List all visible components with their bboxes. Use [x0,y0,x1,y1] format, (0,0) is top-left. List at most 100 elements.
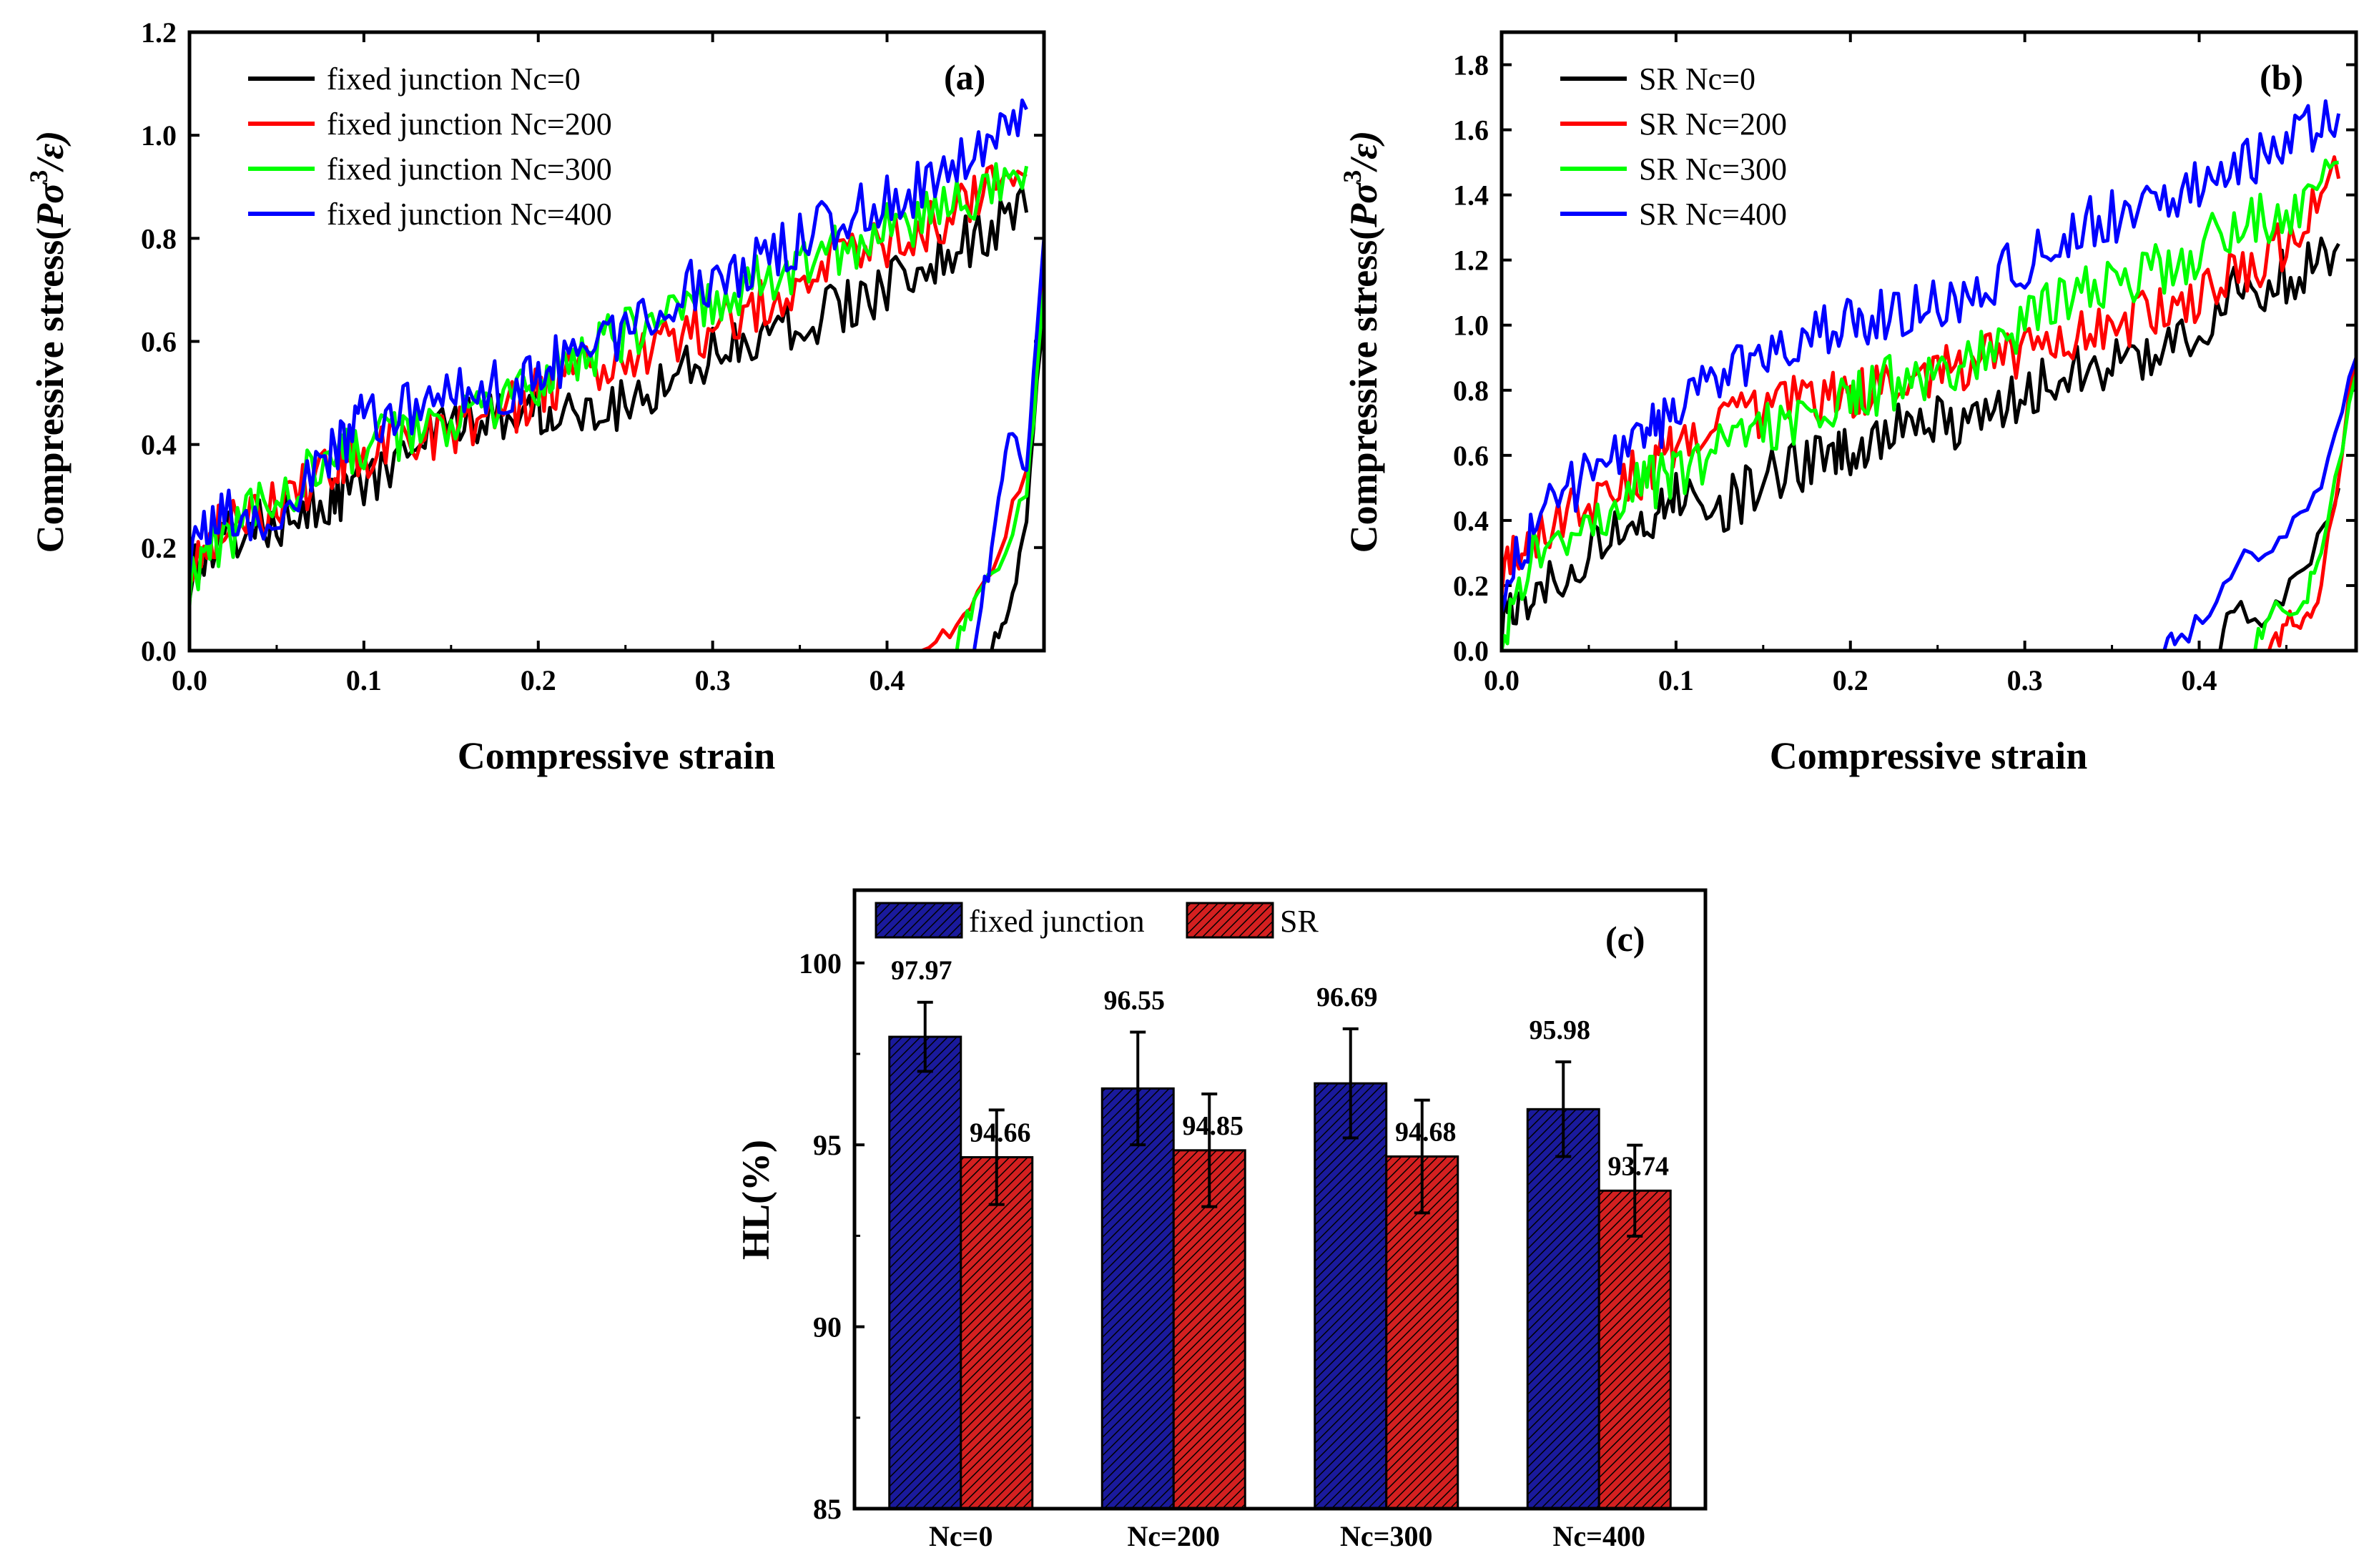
x-tick-label: 0.0 [1484,664,1520,696]
bar-fixed-junction [1314,1082,1388,1510]
series-unloading-sr-nc-400 [2162,357,2358,651]
x-tick-label: Nc=200 [1128,1520,1220,1552]
panel-c-legend: fixed junction SR [875,902,1319,939]
panel-a-frame [187,30,1046,653]
y-tick-label: 0.0 [1453,635,1489,667]
y-tick-label: 1.0 [1453,310,1489,342]
x-tick-label: 0.3 [695,664,731,696]
series-line-fixed-junction-nc-0 [187,185,1029,601]
bar-value-label: 96.69 [1316,982,1378,1012]
panel-b-label: (b) [2260,57,2303,97]
y-title-suffix: /ε) [1342,131,1385,173]
y-tick-label: 1.4 [1453,179,1489,212]
panel-a-y-axis-title: Compressive stress(Pσ3/ε) [24,131,72,553]
panel-c-frame [852,888,1708,1511]
x-tick-label: 0.4 [870,664,905,696]
panel-b-legend: SR Nc=0 SR Nc=200 SR Nc=300 SR Nc=400 [1560,61,1787,232]
y-tick-label: 1.0 [141,119,177,152]
series-line-sr-nc-0 [1499,236,2340,646]
series-unloading-fixed-junction-nc-300 [955,290,1046,651]
series-line-sr-nc-300 [1499,158,2339,651]
panel-a-line-chart: 0.0 0.1 0.2 0.3 0.4 0.0 0.2 0.4 0.6 0.8 1.0 1.2 fix… [24,16,1046,777]
y-tick-label: 0.6 [1453,440,1489,472]
y-tick-label: 0.2 [141,532,177,564]
y-tick-label: 0.0 [141,635,177,667]
y-title-prefix: Compressive stress( [29,227,72,553]
bar-value-label: 95.98 [1530,1015,1591,1045]
y-title-symbol: Pσ [1342,182,1385,228]
panel-c-label: (c) [1605,919,1645,959]
legend-label: SR Nc=300 [1639,152,1787,187]
series-unloading-fixed-junction-nc-400 [972,238,1046,651]
bar-value-label: 94.66 [970,1118,1031,1148]
y-tick-label: 1.2 [141,16,177,49]
panel-c-bars: 97.97 94.66 96.55 94.85 96.69 94.68 95.98 93.74 [888,956,1672,1510]
x-tick-label: Nc=300 [1340,1520,1432,1552]
x-tick-label: 0.3 [2007,664,2043,696]
panel-c-bar-chart: 85 90 95 100 Nc=0 Nc=200 Nc=300 Nc=400 97.97 94.… [734,888,1708,1552]
panel-b-axes: 0.0 0.1 0.2 0.3 0.4 0.0 0.2 0.4 0.6 0.8 1.0 1.2 1.4 1… [1453,32,2356,696]
x-tick-label: Nc=400 [1553,1520,1645,1552]
bar-value-label: 94.68 [1395,1117,1457,1147]
bar-value-label: 93.74 [1608,1151,1670,1181]
panel-b-series [1499,99,2358,653]
legend-label: SR Nc=0 [1639,61,1755,97]
y-tick-label: 0.8 [1453,375,1489,407]
y-title-exponent: 3 [24,170,53,183]
series-line-fixed-junction-nc-400 [187,98,1028,576]
panel-b-frame [1499,30,2358,653]
y-tick-label: 85 [813,1493,842,1525]
y-tick-label: 1.2 [1453,245,1489,277]
panel-a-x-axis-title: Compressive strain [458,734,775,777]
legend-label: fixed junction Nc=400 [327,197,612,232]
y-tick-label: 0.2 [1453,570,1489,602]
y-tick-label: 100 [799,947,842,980]
y-title-prefix: Compressive stress( [1342,227,1385,553]
legend-label: SR Nc=200 [1639,107,1787,142]
y-title-symbol: Pσ [29,182,72,228]
y-tick-label: 0.4 [141,429,177,461]
bar-sr [1597,1189,1672,1510]
x-tick-label: 0.4 [2182,664,2217,696]
x-tick-label: 0.0 [172,664,207,696]
series-line-fixed-junction-nc-300 [187,162,1029,606]
bar-value-label: 94.85 [1183,1111,1244,1141]
y-tick-label: 0.4 [1453,505,1489,537]
y-title-suffix: /ε) [29,131,72,173]
bar-fixed-junction [1100,1087,1175,1510]
bar-sr [960,1155,1034,1510]
y-title-exponent: 3 [1338,170,1366,183]
legend-label: fixed junction Nc=200 [327,107,612,142]
x-tick-label: 0.2 [1833,664,1868,696]
y-tick-label: 0.6 [141,326,177,358]
panel-a-axes: 0.0 0.1 0.2 0.3 0.4 0.0 0.2 0.4 0.6 0.8 1.0 1.2 [141,16,1044,696]
panel-c-y-axis-title: HL(%) [734,1140,777,1260]
bar-value-label: 97.97 [891,956,952,986]
panel-b-y-axis-title: Compressive stress(Pσ3/ε) [1338,131,1385,553]
legend-swatch [1186,902,1274,939]
x-tick-label: Nc=0 [929,1520,993,1552]
legend-label: SR Nc=400 [1639,197,1787,232]
y-tick-label: 1.8 [1453,49,1489,82]
series-unloading-sr-nc-300 [2251,373,2358,653]
x-tick-label: 0.1 [346,664,382,696]
bar-sr [1385,1155,1459,1510]
y-tick-label: 95 [813,1129,842,1161]
legend-label: fixed junction Nc=0 [327,61,581,97]
bar-value-label: 96.55 [1104,985,1166,1015]
y-tick-label: 0.8 [141,222,177,255]
panel-a-legend: fixed junction Nc=0 fixed junction Nc=200… [248,61,612,232]
bar-fixed-junction [888,1035,962,1510]
x-tick-label: 0.1 [1658,664,1694,696]
legend-label: fixed junction Nc=300 [327,152,612,187]
panel-b-line-chart: 0.0 0.1 0.2 0.3 0.4 0.0 0.2 0.4 0.6 0.8 1.0 1.2 1.4 1… [1338,30,2358,777]
legend-swatch [875,902,963,939]
legend-label: SR [1280,904,1319,939]
y-tick-label: 1.6 [1453,114,1489,147]
series-line-sr-nc-400 [1499,99,2341,613]
panel-c-axes: 85 90 95 100 Nc=0 Nc=200 Nc=300 Nc=400 [799,947,1645,1552]
bar-fixed-junction [1526,1108,1600,1510]
x-tick-label: 0.2 [521,664,556,696]
panel-a-series [187,98,1046,653]
